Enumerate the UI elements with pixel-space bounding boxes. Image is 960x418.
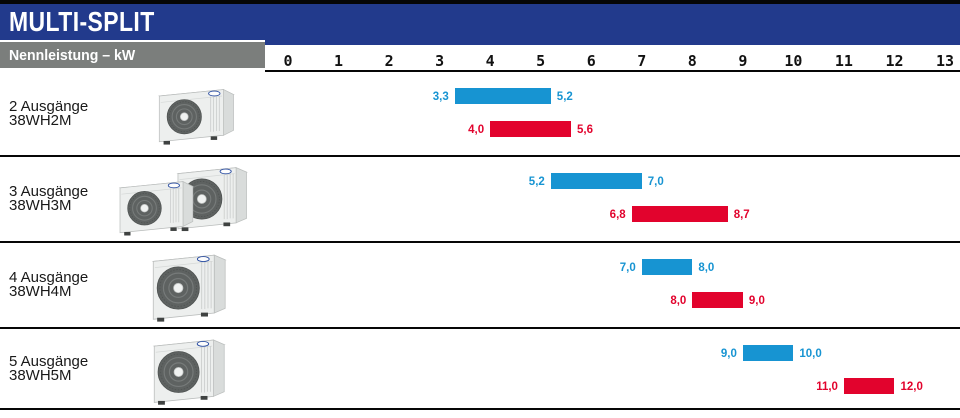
product-rows: 2 Ausgänge 38WH2M 3,3 5,2 4,0 5,6 3 Ausg… (0, 72, 960, 410)
range-min-label: 4,0 (468, 124, 485, 136)
axis-label-band: Nennleistung – kW (0, 42, 265, 68)
blue-range-bar: 3,3 5,2 (0, 88, 960, 104)
range-max-label: 8,0 (698, 262, 715, 274)
range-bar-fill (692, 292, 743, 308)
page-title: MULTI-SPLIT (9, 6, 155, 37)
range-min-label: 7,0 (619, 262, 636, 274)
range-bar-fill (742, 345, 794, 361)
axis-label: Nennleistung – kW (9, 46, 136, 64)
table-row: 4 Ausgänge 38WH4M 7,0 8,0 8,0 9,0 (0, 243, 960, 329)
range-bar-fill (843, 378, 895, 394)
range-bar-fill (550, 173, 642, 189)
range-max-label: 5,6 (577, 124, 594, 136)
product-label: 2 Ausgänge 38WH2M (9, 97, 89, 129)
product-outputs: 3 Ausgänge (9, 183, 89, 200)
range-min-label: 6,8 (609, 209, 626, 221)
product-label: 4 Ausgänge 38WH4M (9, 269, 89, 300)
range-min-label: 8,0 (670, 295, 687, 307)
product-model: 38WH4M (9, 283, 72, 300)
product-model: 38WH2M (9, 111, 72, 129)
table-row: 2 Ausgänge 38WH2M 3,3 5,2 4,0 5,6 (0, 72, 960, 157)
red-range-bar: 8,0 9,0 (0, 292, 960, 308)
range-max-label: 9,0 (748, 295, 765, 307)
range-min-label: 3,3 (432, 91, 449, 103)
product-label: 3 Ausgänge 38WH3M (9, 183, 89, 214)
blue-range-bar: 7,0 8,0 (0, 259, 960, 275)
range-max-label: 12,0 (900, 381, 923, 393)
product-outputs: 5 Ausgänge (9, 352, 89, 370)
product-label: 5 Ausgänge 38WH5M (9, 352, 89, 384)
blue-range-bar: 9,0 10,0 (0, 345, 960, 361)
red-range-bar: 4,0 5,6 (0, 121, 960, 137)
range-min-label: 9,0 (720, 348, 737, 360)
range-max-label: 7,0 (647, 176, 664, 188)
red-range-bar: 11,0 12,0 (0, 378, 960, 394)
product-outputs: 4 Ausgänge (9, 269, 89, 286)
table-row: 3 Ausgänge 38WH3M 5,2 7,0 6,8 8,7 (0, 157, 960, 243)
title-band: MULTI-SPLIT (0, 4, 960, 40)
range-min-label: 5,2 (528, 176, 545, 188)
top-rule (0, 0, 960, 4)
range-bar-fill (490, 121, 572, 137)
product-model: 38WH3M (9, 197, 72, 214)
range-min-label: 11,0 (816, 381, 838, 393)
table-row: 5 Ausgänge 38WH5M 9,0 10,0 11,0 12,0 (0, 329, 960, 410)
range-bar-fill (454, 88, 551, 104)
range-max-label: 5,2 (556, 91, 573, 103)
blue-range-bar: 5,2 7,0 (0, 173, 960, 189)
range-bar-fill (641, 259, 693, 275)
red-range-bar: 6,8 8,7 (0, 206, 960, 222)
product-outputs: 2 Ausgänge (9, 97, 89, 115)
product-model: 38WH5M (9, 366, 72, 384)
axis-scale-band (265, 40, 960, 72)
range-bar-fill (631, 206, 728, 222)
range-max-label: 8,7 (733, 209, 750, 221)
range-max-label: 10,0 (799, 348, 822, 360)
